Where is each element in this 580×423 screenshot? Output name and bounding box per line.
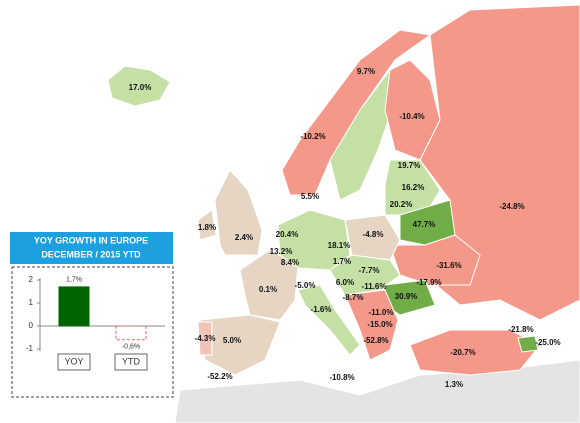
category-box <box>57 353 91 371</box>
country-label: 9.7% <box>357 67 375 76</box>
country-label: -21.8% <box>508 325 533 334</box>
map-labels: 17.0% 9.7% -10.2% -10.4% 19.7% 16.2% 5.5% 20.2%… <box>129 67 561 389</box>
portugal <box>197 321 213 356</box>
x-tick-label: YTD <box>122 356 141 366</box>
y-tick-label: 1 <box>29 298 34 307</box>
sweden <box>329 68 396 201</box>
country-label: -7.7% <box>359 266 380 275</box>
country-label: -31.6% <box>436 261 461 270</box>
caucasus <box>517 335 539 353</box>
country-label: 1.7% <box>333 257 351 266</box>
country-label: 30.9% <box>395 292 418 301</box>
country-label: 47.7% <box>413 220 436 229</box>
chart-subtitle: DECEMBER / 2015 YTD <box>41 249 141 259</box>
chart-frame <box>11 266 174 398</box>
poland <box>344 214 401 261</box>
country-label: -4.8% <box>363 230 384 239</box>
france <box>239 249 299 321</box>
country-label: -10.4% <box>399 112 424 121</box>
country-label: -1.6% <box>311 305 332 314</box>
country-label: -4.3% <box>195 334 216 343</box>
country-label: -24.8% <box>499 202 524 211</box>
country-label: -20.7% <box>450 348 475 357</box>
uk <box>214 169 263 256</box>
growth-chart: YOY GROWTH IN EUROPE DECEMBER / 2015 YTD… <box>10 232 174 398</box>
country-label: 5.5% <box>301 192 319 201</box>
x-tick-label: YOY <box>64 356 83 366</box>
chart-header <box>10 232 173 264</box>
country-label: -52.8% <box>363 336 388 345</box>
value-label: -0,6% <box>122 344 140 351</box>
category-box <box>114 353 148 371</box>
country-label: -25.0% <box>535 338 560 347</box>
country-label: 13.2% <box>270 247 293 256</box>
bar <box>58 286 90 327</box>
country-label: -5.0% <box>295 281 316 290</box>
italy <box>297 284 361 356</box>
country-label: -17.9% <box>416 278 441 287</box>
ireland <box>197 209 217 241</box>
benelux-germany <box>277 209 351 271</box>
country-label: -11.0% <box>369 308 394 317</box>
y-tick-label: 0 <box>29 321 34 330</box>
y-tick-label: -1 <box>26 344 34 353</box>
country-label: 8.4% <box>281 258 299 267</box>
country-label: -15.0% <box>367 320 392 329</box>
norway-region <box>281 29 432 196</box>
country-label: 5.0% <box>223 336 241 345</box>
country-label: -11.6% <box>362 282 387 291</box>
country-label: 2.4% <box>235 233 253 242</box>
country-label: 1.8% <box>198 223 216 232</box>
y-tick-label: 2 <box>29 275 34 284</box>
country-label: -10.2% <box>300 132 325 141</box>
country-label: 20.2% <box>390 200 413 209</box>
country-label: 18.1% <box>328 241 351 250</box>
country-label: 19.7% <box>398 161 421 170</box>
iceland <box>107 65 171 107</box>
country-label: 20.4% <box>276 230 299 239</box>
value-label: 1,7% <box>66 277 82 284</box>
country-label: 0.1% <box>259 285 277 294</box>
country-label: -8.7% <box>343 293 364 302</box>
country-label: 16.2% <box>402 183 425 192</box>
iberia <box>199 314 281 376</box>
ukraine <box>389 234 481 286</box>
country-label: -10.8% <box>329 373 354 382</box>
balkans <box>344 289 399 361</box>
country-label: 17.0% <box>129 83 152 92</box>
map <box>107 4 580 423</box>
country-label: 6.0% <box>336 278 354 287</box>
chart-title: YOY GROWTH IN EUROPE <box>34 235 148 245</box>
country-label: 1.3% <box>445 380 463 389</box>
country-label: -52.2% <box>207 372 232 381</box>
bar <box>115 325 147 341</box>
turkey <box>409 329 541 376</box>
